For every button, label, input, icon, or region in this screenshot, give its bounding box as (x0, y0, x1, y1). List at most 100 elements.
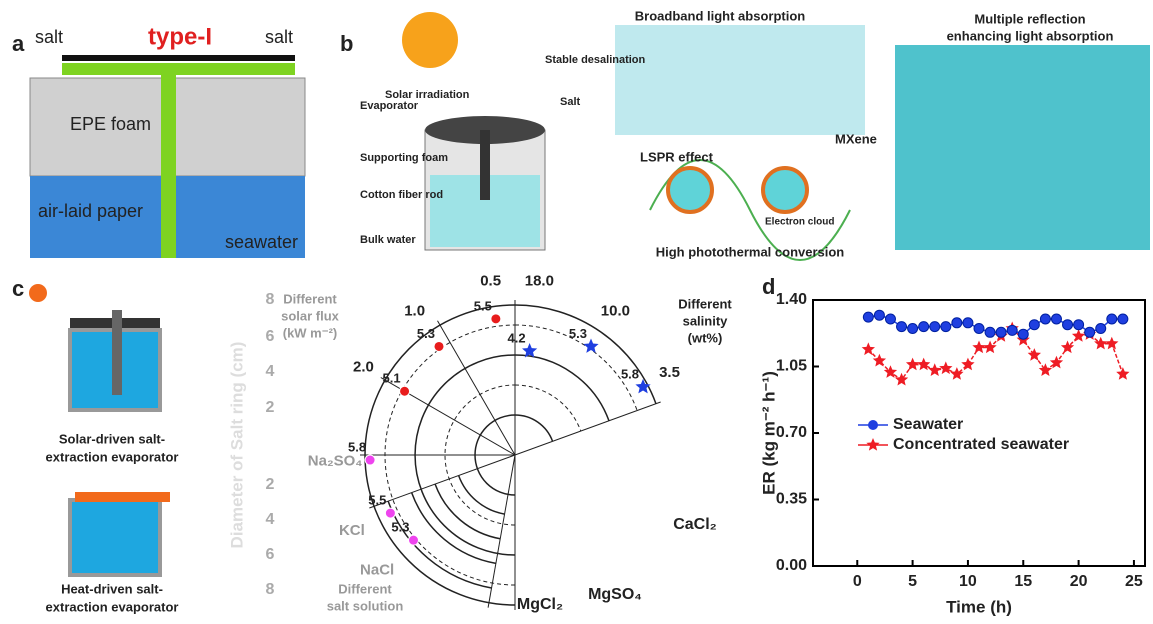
marker (385, 508, 395, 518)
text: Supporting foam (360, 152, 448, 164)
text: Cotton fiber rod (360, 189, 443, 201)
marker (1096, 324, 1106, 334)
text: Broadband light absorption (635, 8, 805, 23)
marker (895, 373, 908, 386)
marker (985, 327, 995, 337)
marker (1039, 363, 1052, 376)
y-tick-label: 1.05 (776, 358, 807, 375)
spoke (488, 455, 515, 608)
text: Different (283, 291, 337, 306)
marker (1094, 337, 1107, 350)
panel-a: a type-I salt salt EPE foam air-laid pap… (12, 23, 305, 258)
text: Heat-driven salt- (61, 581, 163, 596)
text: salt (265, 27, 293, 47)
title: type-I (148, 23, 212, 50)
legend-marker (866, 438, 879, 451)
value-label: 5.8 (621, 366, 639, 381)
x-tick-label: 10 (959, 573, 977, 590)
text: Different (338, 581, 392, 596)
axis-tick-label: 4 (266, 363, 275, 380)
value-label: 5.3 (417, 326, 435, 341)
particle (668, 168, 712, 212)
marker (1040, 314, 1050, 324)
marker (939, 361, 952, 374)
text: Solar-driven salt- (59, 431, 165, 446)
sun (402, 12, 458, 68)
text: salt (35, 27, 63, 47)
value-label: 5.5 (368, 493, 386, 508)
device (70, 500, 160, 575)
marker (906, 358, 919, 371)
marker (1028, 348, 1041, 361)
marker (1105, 337, 1118, 350)
rod (480, 130, 490, 200)
x-tick-label: 15 (1014, 573, 1032, 590)
marker (1116, 367, 1129, 380)
text: salt solution (327, 598, 404, 613)
y-tick-label: 0.00 (776, 557, 807, 574)
legend-marker (868, 420, 878, 430)
marker (908, 324, 918, 334)
text: salinity (683, 313, 729, 328)
marker (885, 314, 895, 324)
x-tick-label: 0 (853, 573, 862, 590)
y-axis-title: ER (kg m⁻² h⁻¹) (759, 371, 778, 495)
marker (928, 363, 941, 376)
text: Evaporator (360, 100, 419, 112)
text: Electron cloud (765, 217, 834, 228)
panel-label: a (12, 31, 25, 56)
text: extraction evaporator (46, 449, 179, 464)
heater (75, 492, 170, 502)
marker (874, 310, 884, 320)
panel-c: c Solar-driven salt- extraction evaporat… (12, 273, 732, 615)
marker (408, 535, 418, 545)
figure: a type-I salt salt EPE foam air-laid pap… (0, 0, 1153, 624)
value-label: 4.2 (508, 330, 526, 345)
marker (434, 341, 444, 351)
category-label: 1.0 (404, 303, 425, 320)
category-label: 10.0 (601, 303, 630, 320)
marker (974, 324, 984, 334)
panel-label: d (762, 274, 775, 299)
y-tick-label: 0.35 (776, 491, 807, 508)
marker (972, 341, 985, 354)
structure (895, 45, 1150, 250)
marker (897, 322, 907, 332)
text: Salt (560, 96, 581, 108)
text: Different (678, 296, 732, 311)
text: (kW m⁻²) (283, 325, 338, 340)
value-label: 5.3 (391, 520, 409, 535)
marker (491, 314, 501, 324)
category-label: 2.0 (353, 358, 374, 375)
marker (950, 367, 963, 380)
marker (1074, 320, 1084, 330)
marker (917, 358, 930, 371)
panel-label: b (340, 31, 353, 56)
ring (412, 493, 496, 564)
text: air-laid paper (38, 201, 143, 221)
series-line (868, 329, 1123, 380)
ring (388, 501, 491, 588)
category-label: MgSO₄ (588, 586, 642, 603)
axis-title: Diameter of Salt ring (cm) (227, 342, 246, 549)
mxene (615, 25, 865, 135)
marker (1107, 314, 1117, 324)
particle (763, 168, 807, 212)
marker (862, 342, 875, 355)
x-tick-label: 5 (908, 573, 917, 590)
y-tick-label: 0.70 (776, 424, 807, 441)
y-tick-label: 1.40 (776, 291, 807, 308)
text: solar flux (281, 308, 340, 323)
value-label: 5.1 (383, 371, 401, 386)
value-label: 5.5 (474, 298, 492, 313)
ring (459, 476, 505, 515)
panel-label: c (12, 276, 24, 301)
x-tick-label: 20 (1070, 573, 1088, 590)
text: (wt%) (688, 330, 723, 345)
page: {"panel_a":{"label":"a","title":"type-I"… (0, 0, 1153, 624)
ring (515, 305, 656, 404)
axis-tick-label: 6 (266, 546, 275, 563)
legend-label: Seawater (893, 416, 963, 433)
marker (952, 318, 962, 328)
